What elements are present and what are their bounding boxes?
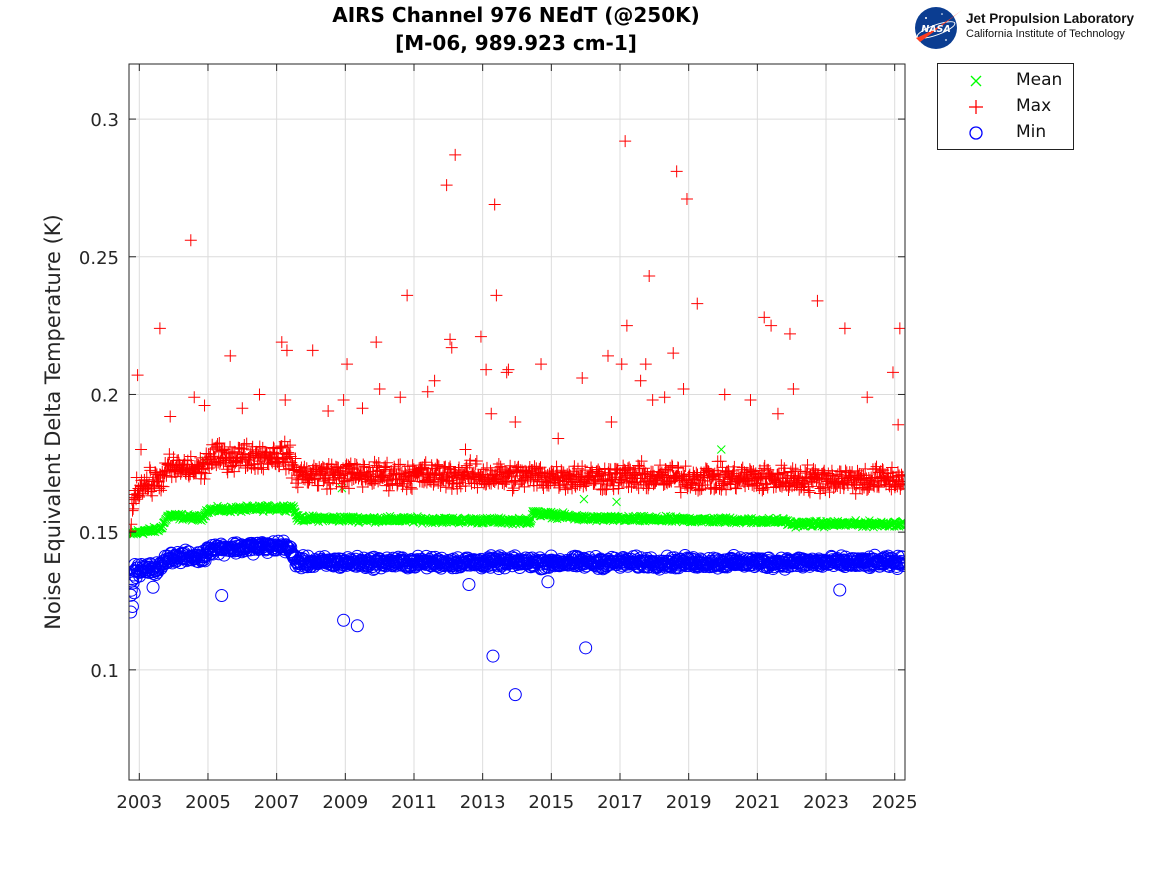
y-tick-label: 0.3 <box>90 110 119 131</box>
mean-point <box>157 523 167 533</box>
chart-title-line-1: AIRS Channel 976 NEdT (@250K) <box>332 3 700 27</box>
x-tick-label: 2017 <box>597 792 643 813</box>
data-points <box>129 135 905 702</box>
y-tick-label: 0.15 <box>79 523 119 544</box>
min-point <box>261 545 275 559</box>
x-tick-label: 2021 <box>734 792 780 813</box>
x-tick-label: 2007 <box>254 792 300 813</box>
max-plus-marker-icon <box>969 100 983 114</box>
x-tick-label: 2019 <box>666 792 712 813</box>
jpl-logo-name: Jet Propulsion Laboratory <box>966 11 1135 26</box>
legend-item-mean: Mean <box>938 69 1073 93</box>
mean-point <box>898 516 905 526</box>
legend: Mean Max Min <box>937 63 1074 150</box>
x-tick-label: 2013 <box>460 792 506 813</box>
y-tick-label: 0.25 <box>79 248 119 269</box>
mean-outlier-point <box>716 445 726 454</box>
min-point <box>129 583 138 597</box>
x-tick-label: 2025 <box>872 792 918 813</box>
chart-title-line-2: [M-06, 989.923 cm-1] <box>395 31 637 55</box>
x-tick-label: 2015 <box>528 792 574 813</box>
jpl-logo: NASA Jet Propulsion Laboratory Californi… <box>912 4 1162 52</box>
legend-item-max: Max <box>938 95 1073 119</box>
x-tick-label: 2011 <box>391 792 437 813</box>
mean-point <box>690 517 700 527</box>
y-axis-label: Noise Equivalent Delta Temperature (K) <box>41 214 65 630</box>
mean-point <box>298 515 308 525</box>
nasa-badge-text: NASA <box>921 24 951 35</box>
mean-x-marker-icon <box>970 75 982 87</box>
mean-outlier-point <box>579 494 589 504</box>
x-tick-label: 2009 <box>322 792 368 813</box>
min-circle-marker-icon <box>969 126 983 140</box>
grid-lines <box>129 64 905 780</box>
y-tick-label: 0.1 <box>90 661 119 682</box>
mean-point <box>220 505 230 514</box>
mean-point <box>289 502 299 511</box>
jpl-logo-subtitle: California Institute of Technology <box>966 28 1125 40</box>
mean-point <box>525 518 535 528</box>
mean-outlier-point <box>612 497 621 507</box>
x-tick-label: 2005 <box>185 792 231 813</box>
legend-label-min: Min <box>1016 122 1047 142</box>
min-point <box>425 555 439 569</box>
legend-label-mean: Mean <box>1016 70 1063 90</box>
legend-item-min: Min <box>938 121 1073 145</box>
nasa-meatball-icon: NASA <box>915 7 962 49</box>
y-tick-label: 0.2 <box>90 385 119 406</box>
x-tick-label: 2023 <box>803 792 849 813</box>
legend-label-max: Max <box>1016 96 1052 116</box>
x-tick-label: 2003 <box>116 792 162 813</box>
mean-point <box>898 518 905 527</box>
